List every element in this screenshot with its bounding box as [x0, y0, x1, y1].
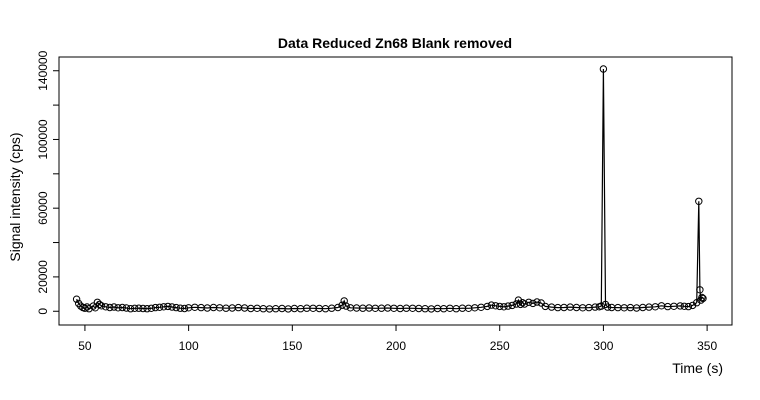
data-point: [172, 303, 180, 312]
data-point: [525, 298, 533, 306]
data-point: [508, 301, 516, 310]
data-point: [603, 303, 612, 311]
x-tick-label: 100: [179, 339, 199, 353]
data-point: [131, 304, 139, 312]
data-point: [483, 302, 491, 311]
y-tick-label: 100000: [36, 119, 50, 159]
data-point: [491, 302, 500, 310]
data-point: [533, 298, 541, 306]
data-point: [698, 293, 706, 302]
data-point: [599, 65, 608, 73]
data-point: [72, 295, 81, 303]
data-point: [168, 303, 176, 311]
data-point: [487, 301, 496, 309]
data-point: [102, 303, 110, 311]
x-tick-label: 350: [697, 339, 717, 353]
data-point: [135, 304, 143, 312]
data-point: [342, 302, 350, 310]
data-point: [334, 303, 342, 312]
series-layer: [72, 65, 707, 313]
series-line: [76, 68, 704, 310]
data-point: [147, 304, 156, 312]
data-point: [514, 296, 523, 304]
data-point: [699, 294, 707, 303]
data-point: [695, 197, 703, 206]
data-point: [176, 304, 185, 312]
data-point: [496, 302, 504, 311]
x-tick-label: 150: [282, 339, 302, 353]
x-tick-label: 50: [78, 339, 92, 353]
data-point: [504, 302, 512, 310]
data-point: [110, 303, 118, 311]
chart-title: Data Reduced Zn68 Blank removed: [278, 35, 512, 51]
plot-frame: [58, 56, 733, 326]
data-point: [155, 303, 164, 311]
x-axis-label: Time (s): [672, 360, 723, 376]
data-point: [164, 302, 172, 311]
data-point: [160, 303, 168, 311]
data-point: [126, 305, 135, 313]
y-axis-label: Signal intensity (cps): [7, 132, 23, 261]
data-point: [139, 304, 147, 313]
data-point: [180, 304, 189, 313]
data-point: [516, 300, 525, 309]
data-point: [106, 303, 114, 312]
y-axis: 0 20000 60000 100000 140000: [36, 50, 60, 315]
x-axis: 50 100 150 200 250 300 350: [78, 324, 717, 353]
data-point: [520, 300, 529, 308]
y-tick-label: 60000: [36, 191, 50, 225]
data-point: [696, 286, 704, 294]
y-tick-label: 0: [36, 308, 50, 315]
x-tick-label: 200: [386, 339, 406, 353]
data-point: [95, 300, 104, 309]
data-point: [500, 303, 508, 311]
data-point: [529, 299, 537, 308]
x-tick-label: 250: [490, 339, 510, 353]
data-point: [676, 302, 684, 310]
data-point: [122, 304, 131, 312]
data-point: [680, 302, 688, 310]
data-point: [684, 302, 693, 311]
data-point: [151, 303, 160, 312]
y-tick-label: 140000: [36, 50, 50, 90]
y-tick-label: 20000: [36, 260, 50, 294]
data-point: [118, 303, 127, 312]
data-point: [114, 304, 122, 312]
data-point: [338, 301, 346, 309]
data-point: [340, 297, 348, 305]
data-point: [97, 302, 106, 310]
x-tick-label: 300: [593, 339, 613, 353]
data-point: [143, 305, 151, 313]
